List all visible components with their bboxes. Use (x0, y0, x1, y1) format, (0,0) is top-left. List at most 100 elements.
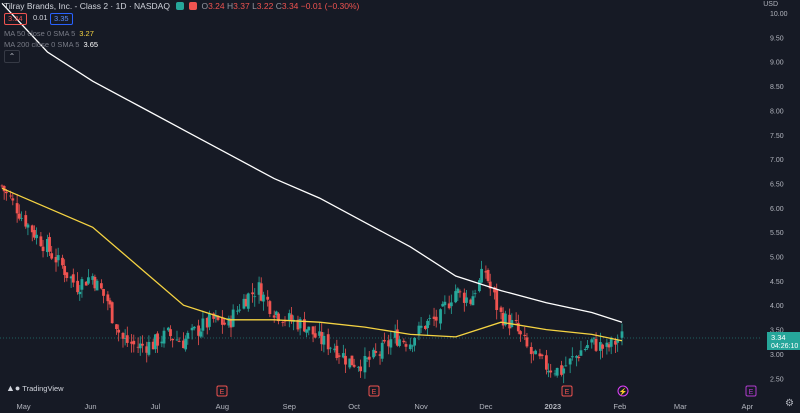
candle-body (169, 329, 172, 337)
candle-body (614, 340, 617, 345)
candle-body (281, 322, 285, 323)
candle-body (283, 320, 287, 322)
candle-body (277, 313, 280, 322)
candle-body (166, 327, 170, 331)
candle-body (387, 340, 391, 347)
candle-body (484, 271, 488, 273)
candle-body (378, 354, 382, 356)
candle-body (348, 358, 352, 368)
candle-body (197, 325, 200, 336)
buy-button[interactable]: 3.35 (50, 13, 73, 25)
earnings-marker[interactable]: E (561, 385, 573, 397)
ma200-legend[interactable]: MA 200 close 0 SMA 5 3.65 (4, 40, 99, 49)
candle-body (424, 325, 427, 329)
candle-body (594, 338, 598, 351)
candle-body (238, 309, 242, 311)
candle-body (76, 280, 80, 293)
candle-body (508, 314, 512, 329)
candle-body (214, 315, 218, 318)
ma50-legend[interactable]: MA 50 close 0 SMA 5 3.27 (4, 29, 94, 38)
candle-body (458, 291, 462, 293)
earnings-marker[interactable]: E (368, 385, 380, 397)
candle-body (620, 331, 624, 338)
candle-body (123, 337, 127, 339)
candle-body (428, 318, 432, 319)
candle-body (529, 346, 533, 355)
candle-body (147, 341, 151, 355)
price-tick-label: 5.50 (770, 230, 784, 237)
last-price-text: 3.34 (771, 333, 786, 342)
candle-body (313, 333, 317, 338)
candle-body (469, 299, 473, 304)
candle-body (71, 274, 75, 283)
candle-body (402, 340, 406, 343)
candle-body (236, 310, 239, 312)
time-axis[interactable]: May Jun Jul Aug Sep Oct Nov Dec 2023 Feb Mar Apr (17, 402, 754, 411)
candle-body (352, 364, 356, 367)
time-tick-label: Dec (479, 402, 493, 411)
earnings-marker[interactable]: E (745, 385, 757, 397)
gear-icon[interactable]: ⚙ (785, 398, 794, 409)
candle-body (91, 276, 95, 280)
symbol-title[interactable]: Tilray Brands, Inc. - Class 2 · 1D · NAS… (4, 1, 170, 11)
price-axis[interactable]: 10.00 9.50 9.00 8.50 8.00 7.50 7.00 6.50 6.00 5.5… (770, 11, 788, 383)
candle-body (268, 301, 272, 314)
candle-body (244, 298, 248, 307)
candle-body (274, 311, 278, 316)
symbol-header: Tilray Brands, Inc. - Class 2 · 1D · NAS… (4, 1, 359, 11)
candle-body (0, 185, 4, 187)
svg-text:E: E (220, 389, 225, 396)
time-tick-label: Jul (151, 402, 161, 411)
candle-body (480, 268, 483, 283)
candle-body (555, 367, 559, 376)
candle-body (449, 302, 453, 307)
candle-body (560, 365, 563, 375)
candle-body (333, 348, 337, 351)
candle-body (540, 354, 544, 356)
tradingview-logo[interactable]: ▲● TradingView (6, 383, 64, 393)
candle-body (568, 358, 572, 365)
time-tick-label: Aug (216, 402, 229, 411)
candle-body (605, 342, 609, 347)
candle-body (367, 356, 371, 360)
candle-body (227, 318, 231, 326)
candle-body (382, 339, 386, 342)
candle-body (562, 368, 566, 374)
candle-body (544, 355, 548, 370)
candle-body (17, 213, 21, 219)
candle-body (616, 340, 620, 343)
candle-body (549, 370, 553, 373)
candle-body (108, 300, 112, 305)
candle-body (261, 294, 265, 302)
dividend-marker[interactable]: ⚡ (617, 385, 629, 397)
candle-body (192, 326, 196, 329)
price-tick-label: 2.50 (770, 376, 784, 383)
ma200-line (1, 2, 623, 323)
price-tick-label: 8.00 (770, 108, 784, 115)
candle-body (80, 279, 84, 290)
candle-body (601, 344, 604, 349)
candle-body (125, 335, 129, 343)
candle-body (441, 303, 445, 307)
time-tick-label: Jun (85, 402, 97, 411)
chevron-up-icon[interactable]: ⌃ (4, 50, 20, 63)
candle-body (102, 288, 105, 296)
candle-body (305, 329, 308, 333)
candle-body (93, 276, 97, 289)
candle-body (272, 315, 276, 318)
currency-label[interactable]: USD (763, 1, 778, 8)
candle-body (253, 296, 257, 298)
candle-body (609, 337, 613, 347)
candle-body (486, 270, 490, 282)
candle-body (439, 309, 442, 324)
candle-body (432, 316, 436, 320)
candle-body (190, 327, 194, 331)
candle-body (266, 296, 270, 300)
candle-body (363, 355, 367, 373)
sell-button[interactable]: 3.34 (4, 13, 27, 25)
candle-body (50, 253, 54, 259)
candle-body (411, 345, 414, 347)
candle-body (335, 345, 339, 358)
earnings-marker[interactable]: E (216, 385, 228, 397)
